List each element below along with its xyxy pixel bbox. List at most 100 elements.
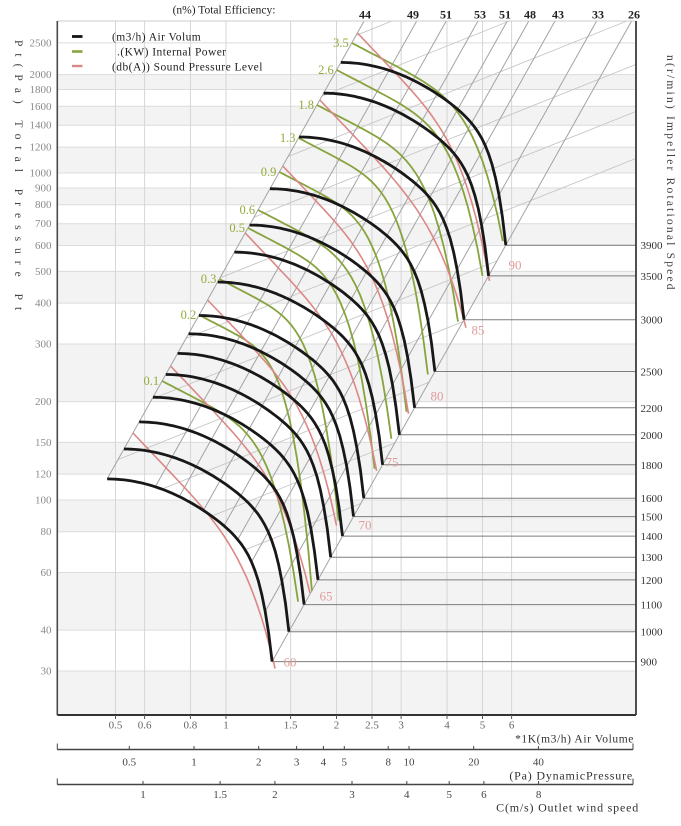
svg-text:(Pa) DynamicPressure: (Pa) DynamicPressure [509, 769, 633, 783]
svg-text:44: 44 [359, 8, 371, 22]
svg-text:n(r/min) Impeller Rotational S: n(r/min) Impeller Rotational Speed [664, 55, 676, 292]
svg-text:3.5: 3.5 [333, 36, 349, 50]
svg-text:150: 150 [35, 437, 52, 449]
svg-text:0.6: 0.6 [138, 720, 152, 732]
svg-text:1000: 1000 [30, 168, 53, 180]
svg-text:2000: 2000 [30, 69, 53, 81]
svg-text:1.5: 1.5 [284, 720, 298, 732]
svg-text:5: 5 [480, 720, 486, 732]
svg-text:1.5: 1.5 [213, 789, 227, 801]
svg-text:6: 6 [481, 789, 487, 801]
svg-text:.(KW) Internal Power: .(KW) Internal Power [117, 47, 227, 59]
svg-text:2.6: 2.6 [318, 63, 334, 77]
svg-text:1400: 1400 [30, 120, 53, 132]
svg-text:3: 3 [398, 720, 404, 732]
svg-text:1.8: 1.8 [298, 98, 314, 112]
svg-text:900: 900 [35, 183, 52, 195]
svg-text:400: 400 [35, 298, 52, 310]
svg-text:3900: 3900 [641, 240, 664, 252]
svg-text:43: 43 [552, 8, 564, 22]
svg-text:1.3: 1.3 [280, 131, 296, 145]
svg-text:4: 4 [404, 789, 410, 801]
svg-text:100: 100 [35, 495, 52, 507]
svg-text:85: 85 [472, 323, 485, 338]
svg-text:(n%) Total Efficiency:: (n%) Total Efficiency: [173, 5, 276, 17]
svg-text:C(m/s) Outlet wind speed: C(m/s) Outlet wind speed [496, 801, 639, 815]
svg-text:1: 1 [140, 789, 146, 801]
svg-text:2500: 2500 [30, 37, 53, 49]
svg-text:40: 40 [533, 757, 545, 769]
svg-text:2.5: 2.5 [365, 720, 379, 732]
svg-text:1600: 1600 [641, 493, 664, 505]
svg-text:0.3: 0.3 [201, 272, 217, 286]
svg-text:33: 33 [592, 8, 604, 22]
svg-text:120: 120 [35, 469, 52, 481]
svg-text:700: 700 [35, 218, 52, 230]
svg-text:90: 90 [509, 258, 522, 273]
svg-text:80: 80 [41, 526, 53, 538]
svg-text:2500: 2500 [641, 367, 664, 379]
svg-text:65: 65 [320, 589, 333, 604]
svg-text:80: 80 [431, 389, 444, 404]
svg-text:(m3/h) Air Volum: (m3/h) Air Volum [112, 32, 201, 44]
svg-text:0.5: 0.5 [109, 720, 123, 732]
svg-text:1600: 1600 [30, 101, 53, 113]
svg-text:2: 2 [256, 757, 262, 769]
svg-text:26: 26 [628, 8, 640, 22]
svg-text:3: 3 [294, 757, 300, 769]
svg-text:1400: 1400 [641, 531, 664, 543]
svg-text:0.5: 0.5 [229, 221, 245, 235]
svg-text:51: 51 [499, 8, 511, 22]
svg-text:1: 1 [191, 757, 197, 769]
svg-text:10: 10 [404, 757, 416, 769]
svg-text:Pt(Pa) Total Pressure Pt: Pt(Pa) Total Pressure Pt [12, 40, 24, 317]
svg-text:30: 30 [41, 666, 53, 678]
svg-text:0.8: 0.8 [184, 720, 198, 732]
svg-text:49: 49 [407, 8, 419, 22]
svg-text:1200: 1200 [641, 575, 664, 587]
svg-text:40: 40 [41, 625, 53, 637]
svg-text:900: 900 [641, 657, 658, 669]
svg-text:48: 48 [524, 8, 536, 22]
svg-text:5: 5 [342, 757, 348, 769]
svg-text:4: 4 [444, 720, 450, 732]
svg-text:2000: 2000 [641, 430, 664, 442]
svg-text:3500: 3500 [641, 271, 664, 283]
svg-text:(db(A)) Sound Pressure Level: (db(A)) Sound Pressure Level [112, 62, 263, 74]
svg-text:800: 800 [35, 199, 52, 211]
svg-text:300: 300 [35, 339, 52, 351]
svg-text:*1K(m3/h) Air Volume: *1K(m3/h) Air Volume [515, 734, 634, 746]
svg-text:0.5: 0.5 [122, 757, 136, 769]
svg-text:20: 20 [468, 757, 480, 769]
svg-text:1800: 1800 [30, 84, 53, 96]
svg-text:4: 4 [321, 757, 327, 769]
svg-text:500: 500 [35, 266, 52, 278]
svg-text:0.1: 0.1 [143, 374, 159, 388]
svg-text:60: 60 [284, 655, 297, 670]
svg-text:3: 3 [349, 789, 355, 801]
svg-text:0.6: 0.6 [239, 203, 255, 217]
svg-text:70: 70 [359, 518, 372, 533]
svg-text:51: 51 [440, 8, 452, 22]
svg-text:200: 200 [35, 396, 52, 408]
svg-text:0.2: 0.2 [181, 308, 197, 322]
svg-text:8: 8 [536, 789, 542, 801]
svg-text:2: 2 [334, 720, 340, 732]
svg-text:3000: 3000 [641, 315, 664, 327]
svg-text:0.9: 0.9 [261, 165, 277, 179]
svg-text:1800: 1800 [641, 460, 664, 472]
svg-text:2200: 2200 [641, 403, 664, 415]
svg-text:2: 2 [272, 789, 278, 801]
svg-text:600: 600 [35, 240, 52, 252]
svg-text:1500: 1500 [641, 512, 664, 524]
svg-text:1: 1 [223, 720, 229, 732]
svg-text:8: 8 [385, 757, 391, 769]
svg-text:53: 53 [474, 8, 486, 22]
svg-text:1000: 1000 [641, 627, 664, 639]
svg-text:1300: 1300 [641, 552, 664, 564]
svg-text:1100: 1100 [641, 600, 663, 612]
svg-text:1200: 1200 [30, 142, 53, 154]
svg-text:60: 60 [41, 567, 53, 579]
svg-text:75: 75 [386, 455, 399, 470]
svg-text:6: 6 [509, 720, 515, 732]
